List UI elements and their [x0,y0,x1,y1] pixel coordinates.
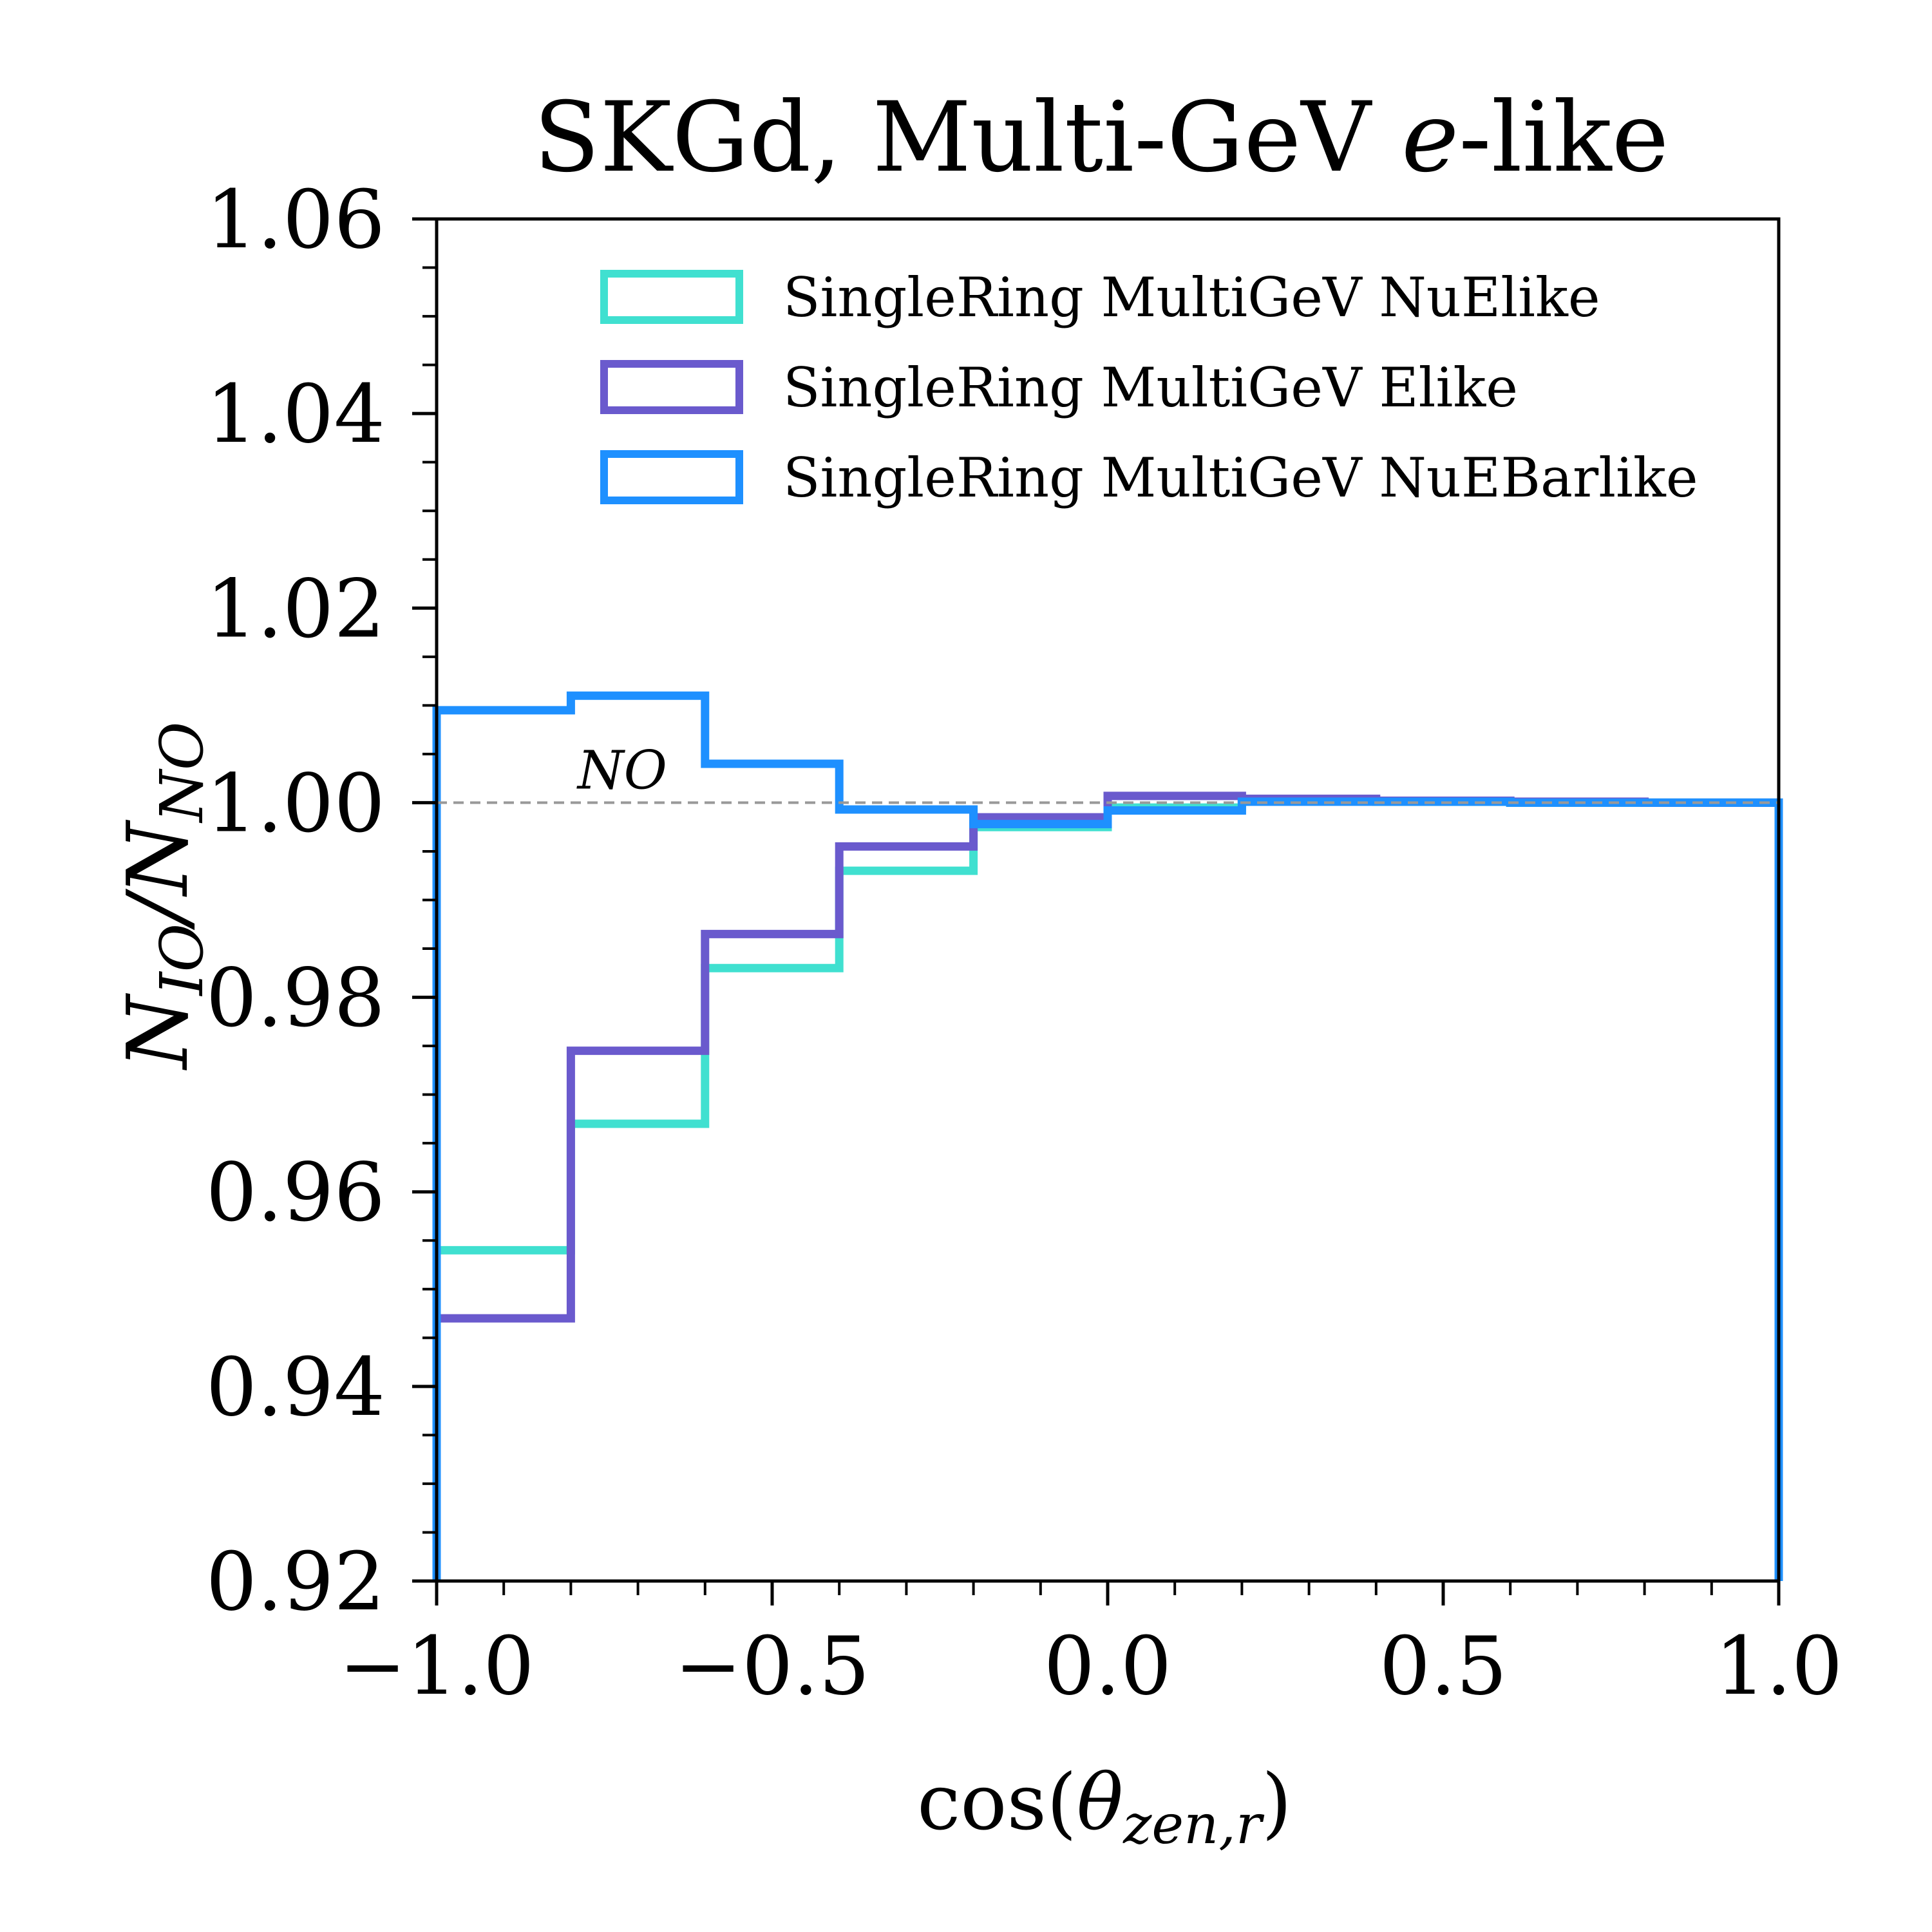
x-tick-label: 0.5 [1379,1620,1508,1713]
legend-label-3: SingleRing MultiGeV NuEBarlike [783,446,1698,509]
y-axis-label: NIO/NNO [109,721,216,1070]
y-tick-label: 0.98 [206,952,385,1045]
x-tick-label: −0.5 [674,1620,870,1713]
y-tick-label: 0.94 [206,1341,385,1434]
legend-label-2: SingleRing MultiGeV Elike [783,356,1518,419]
legend: SingleRing MultiGeV NuElike SingleRing Mu… [600,266,1698,509]
x-tick-label: 0.0 [1044,1620,1172,1713]
series-layer [432,691,1783,1581]
series-step-1 [432,796,1783,1581]
x-axis-label: cos(θzen,r) [917,1758,1292,1856]
legend-swatch-2 [600,360,743,414]
y-tick-label: 0.92 [206,1535,385,1629]
chart-title: SKGd, Multi-GeV e-like [534,82,1669,194]
plot-frame [435,217,1781,1583]
reference-line-label: NO [576,740,667,801]
legend-swatch-3 [600,450,743,504]
x-axis: −1.0 −0.5 0.0 0.5 1.0 [339,1581,1842,1713]
y-tick-label: 1.04 [206,368,385,461]
legend-label-1: SingleRing MultiGeV NuElike [783,266,1600,329]
legend-swatch-1 [600,270,743,324]
y-tick-label: 1.00 [206,757,385,850]
x-tick-label: 1.0 [1715,1620,1843,1713]
y-tick-label: 0.96 [206,1146,385,1240]
x-tick-label: −1.0 [339,1620,535,1713]
series-step-2 [432,791,1783,1581]
y-tick-label: 1.06 [206,173,385,267]
y-axis: 0.92 0.94 0.96 0.98 1.00 1.02 1.04 1.06 [206,173,437,1629]
y-tick-label: 1.02 [206,562,385,656]
